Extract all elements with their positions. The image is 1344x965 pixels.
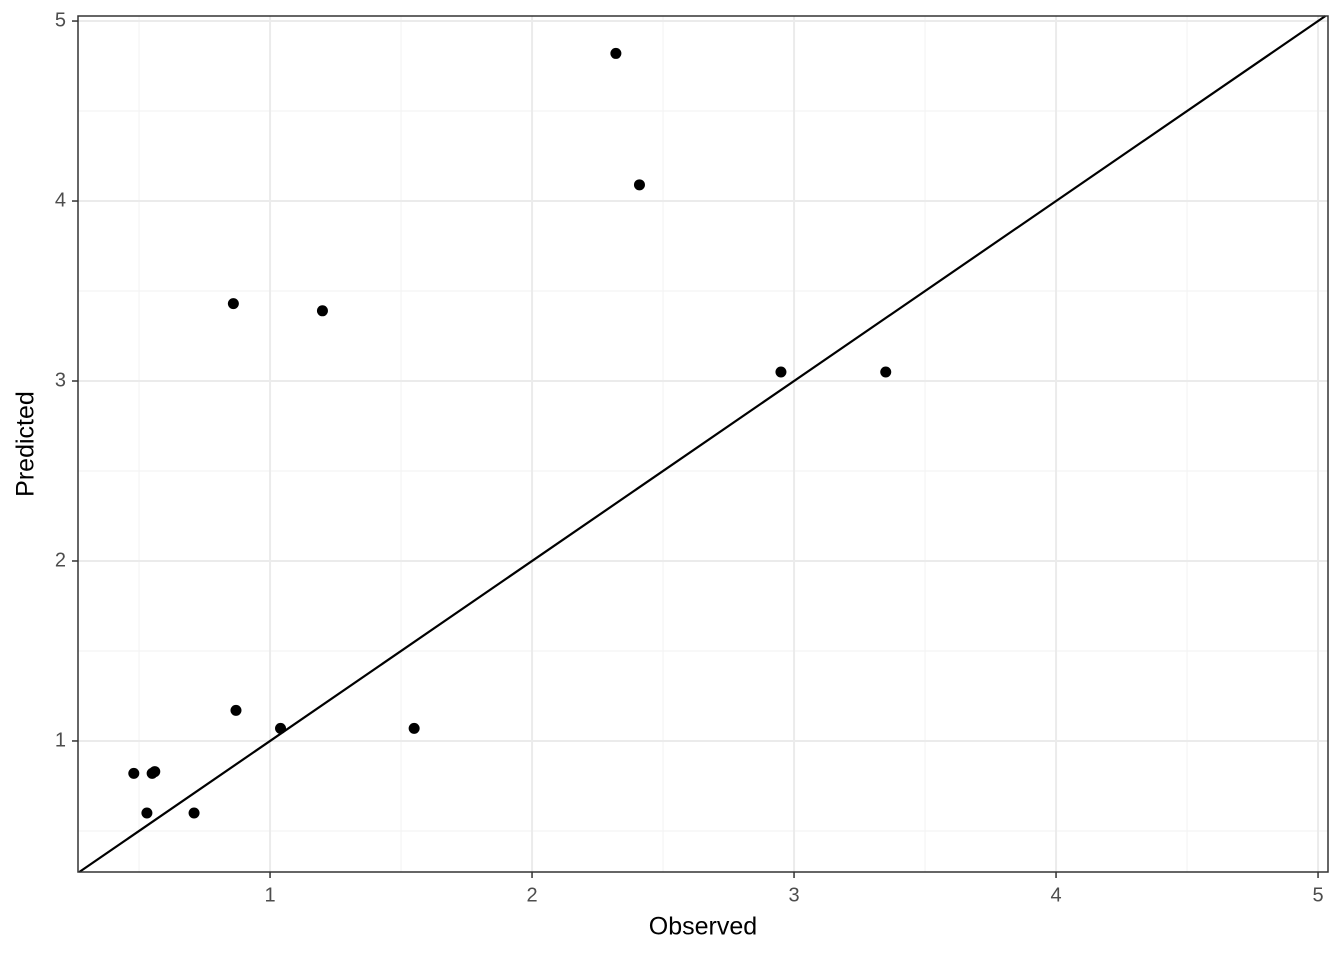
y-tick-label: 1 (55, 729, 66, 751)
point (633, 179, 645, 191)
point (275, 722, 287, 734)
x-tick-label: 1 (264, 884, 275, 906)
point (610, 47, 622, 59)
point (141, 807, 153, 819)
y-tick-label: 2 (55, 549, 66, 571)
point (227, 298, 239, 310)
y-tick-label: 3 (55, 369, 66, 391)
x-tick-label: 2 (526, 884, 537, 906)
panel-border (77, 15, 1329, 873)
point (230, 704, 242, 716)
x-axis-title: Observed (649, 913, 757, 941)
x-tick-label: 3 (788, 884, 799, 906)
point (188, 807, 200, 819)
point (316, 305, 328, 317)
point (408, 722, 420, 734)
point (128, 767, 140, 779)
x-tick-label: 5 (1312, 884, 1323, 906)
y-axis-title: Predicted (12, 391, 40, 497)
identity-line (78, 15, 1327, 873)
point (775, 366, 787, 378)
y-tick-label: 4 (55, 189, 66, 211)
y-tick-label: 5 (55, 9, 66, 31)
point (149, 766, 161, 778)
x-tick-label: 4 (1050, 884, 1061, 906)
point (880, 366, 892, 378)
